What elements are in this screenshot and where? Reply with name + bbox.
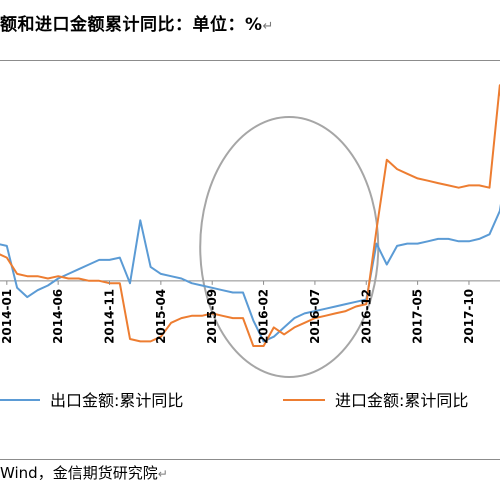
legend-label: 出口金额:累计同比	[50, 391, 183, 410]
series-line-import	[0, 84, 500, 347]
paragraph-mark-icon: ↵	[262, 19, 274, 34]
x-tick-label: 2015-09	[205, 289, 219, 344]
x-tick-label: 2016-12	[359, 289, 373, 344]
x-tick-label: 2014-11	[103, 289, 117, 344]
x-tick-label: 2016-02	[257, 289, 271, 344]
legend-label: 进口金额:累计同比	[335, 391, 468, 410]
x-tick-label: 2015-04	[154, 289, 168, 344]
x-tick-label: 2014-06	[51, 289, 65, 344]
chart-frame	[0, 60, 500, 460]
series-line-export	[0, 203, 500, 343]
source-note: Wind，金信期货研究院↵	[0, 462, 168, 483]
source-text: Wind，金信期货研究院	[0, 464, 158, 482]
paragraph-mark-icon: ↵	[157, 467, 168, 481]
chart-title: 额和进口金额累计同比：单位：%↵	[0, 10, 274, 35]
x-tick-label: 2014-01	[0, 289, 14, 344]
x-tick-label: 2017-05	[411, 289, 425, 344]
chart-title-text: 额和进口金额累计同比：单位：%	[0, 15, 263, 35]
x-tick-label: 2017-10	[462, 289, 476, 344]
x-tick-label: 2016-07	[308, 289, 322, 344]
highlight-ellipse	[199, 116, 380, 378]
